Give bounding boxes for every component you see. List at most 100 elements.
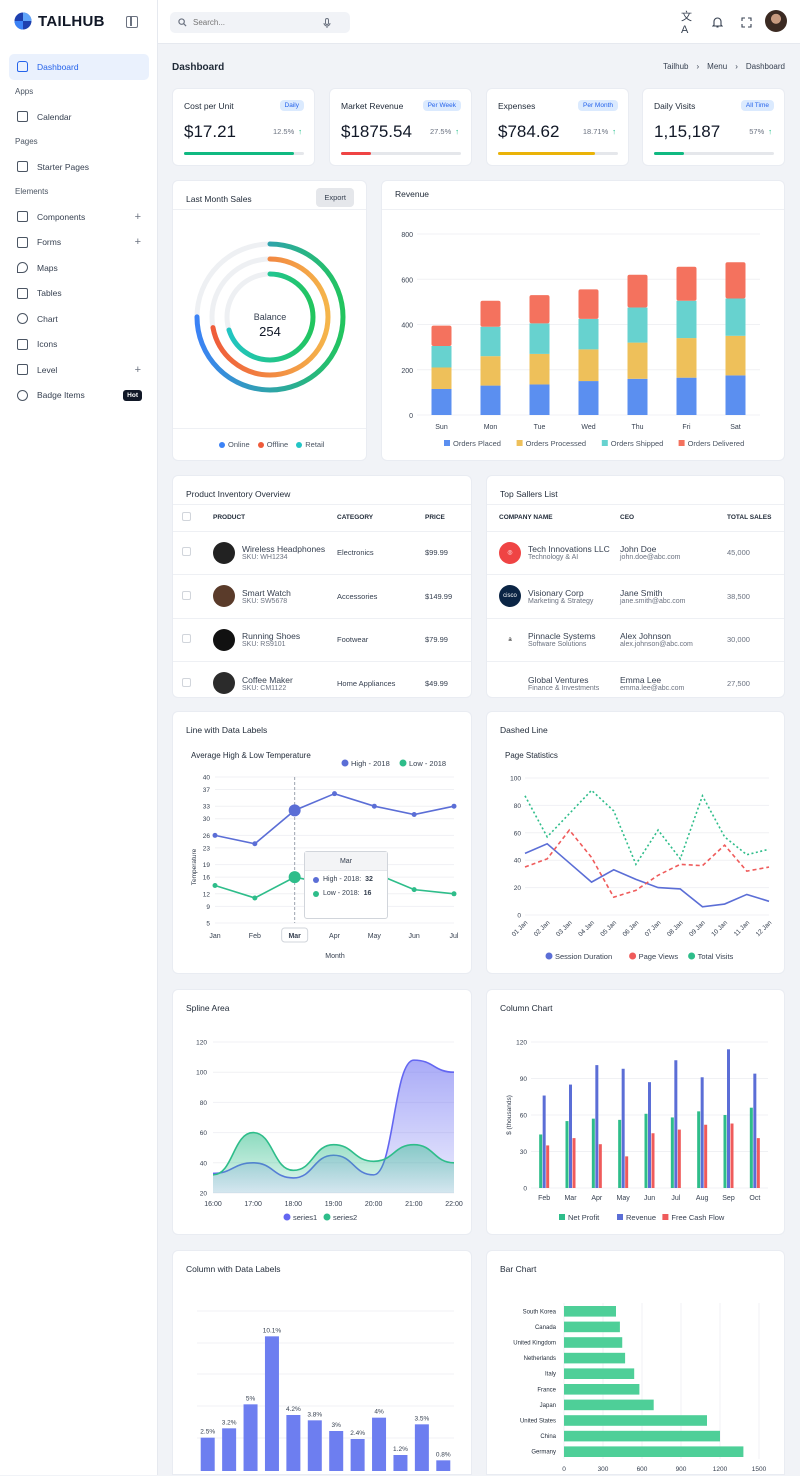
select-all-checkbox[interactable] <box>182 511 191 521</box>
period-badge: Daily <box>279 100 304 111</box>
sidebar-toggle-icon[interactable] <box>126 16 138 28</box>
user-avatar[interactable] <box>765 10 787 32</box>
search-box[interactable] <box>170 12 350 33</box>
y-tick-label: 60 <box>200 1130 208 1137</box>
x-tick-label: Jul <box>450 933 459 940</box>
bar-segment <box>676 300 697 339</box>
data-label: 2.5% <box>200 1429 215 1436</box>
table-header: PRODUCT CATEGORY PRICE <box>173 504 471 532</box>
table-row[interactable]: Wireless Headphones SKU: WH1234 Electroni… <box>173 531 471 575</box>
column-bar <box>414 1424 429 1471</box>
sidebar-nav: Dashboard Apps Calendar Pages Starter Pa… <box>9 54 149 408</box>
fullscreen-icon[interactable] <box>739 15 753 29</box>
bell-icon[interactable] <box>710 15 724 29</box>
sidebar-item-icons[interactable]: Icons <box>9 332 149 358</box>
sidebar-item-label: Badge Items <box>37 390 85 401</box>
translate-icon[interactable]: 文A <box>681 11 692 36</box>
card-title: Spline Area <box>186 1003 230 1013</box>
x-tick-label: Jan <box>209 933 220 940</box>
sidebar-item-calendar[interactable]: Calendar <box>9 104 149 130</box>
sidebar-item-chart[interactable]: Chart <box>9 306 149 332</box>
row-checkbox[interactable] <box>182 547 191 557</box>
stat-value: $1875.54 <box>341 122 412 141</box>
table-row[interactable]: cisco Visionary Corp Marketing & Strategy … <box>487 574 784 619</box>
sidebar-item-maps[interactable]: Maps <box>9 255 149 281</box>
company-logo <box>499 672 521 695</box>
microphone-icon[interactable] <box>323 17 331 28</box>
breadcrumb-item[interactable]: Menu <box>707 62 728 71</box>
table-row[interactable]: Coffee Maker SKU: CM1122 Home Appliances … <box>173 661 471 697</box>
total-sales: 45,000 <box>727 531 784 575</box>
x-tick-label: 0 <box>562 1466 566 1473</box>
sidebar-item-label: Tables <box>37 288 62 299</box>
x-tick-label: 09 Jan <box>688 919 707 938</box>
plus-icon: + <box>134 210 141 223</box>
product-category: Footwear <box>337 618 425 662</box>
product-name: Running Shoes <box>242 631 301 642</box>
ring-center-label: Balance <box>254 312 287 322</box>
product-image <box>213 541 235 564</box>
legend-item[interactable]: Retail <box>296 440 324 449</box>
y-tick-label: France <box>537 1387 556 1393</box>
legend-dot <box>688 952 696 960</box>
legend-item[interactable]: Online <box>219 440 250 449</box>
row-checkbox[interactable] <box>182 677 191 687</box>
y-tick-label: 80 <box>514 803 522 810</box>
sidebar-item-badge-items[interactable]: Badge Items Hot <box>9 383 149 409</box>
bar-segment <box>529 353 550 385</box>
column-bar <box>625 1156 629 1188</box>
table-row[interactable]: Smart Watch SKU: SW5678 Accessories $149.… <box>173 574 471 619</box>
y-tick-label: China <box>540 1434 556 1440</box>
column-bar <box>329 1431 344 1471</box>
sidebar-item-label: Maps <box>37 262 58 273</box>
inventory-card: Product Inventory Overview PRODUCT CATEG… <box>172 475 472 698</box>
crosshair-label-box <box>281 927 309 943</box>
row-checkbox[interactable] <box>182 634 191 644</box>
bar <box>564 1415 707 1426</box>
product-image <box>213 672 235 695</box>
stat-change: 27.5% ↑ <box>430 127 459 136</box>
product-price: $99.99 <box>425 531 471 575</box>
sidebar-item-forms[interactable]: Forms + <box>9 230 149 256</box>
x-tick-label: 19:00 <box>325 1201 343 1208</box>
company-sector: Marketing & Strategy <box>528 597 594 605</box>
sidebar-item-level[interactable]: Level + <box>9 357 149 383</box>
y-tick-label: 200 <box>401 368 413 375</box>
arrow-up-icon: ↑ <box>768 127 772 136</box>
data-label: 3.5% <box>414 1415 429 1422</box>
sidebar-item-components[interactable]: Components + <box>9 204 149 230</box>
grid-icon <box>17 211 28 223</box>
pie-chart-icon <box>17 313 28 325</box>
column-header: COMPANY NAME <box>487 504 620 532</box>
data-point <box>288 871 301 884</box>
bar-segment <box>431 367 452 389</box>
row-checkbox[interactable] <box>182 590 191 600</box>
data-label: 3.2% <box>222 1419 237 1426</box>
legend-item[interactable]: Offline <box>257 440 288 449</box>
series-line <box>524 842 770 908</box>
bar-segment <box>480 326 501 357</box>
ceo-name: Emma Lee <box>620 674 662 685</box>
bar-segment <box>480 300 501 327</box>
sidebar-item-starter-pages[interactable]: Starter Pages <box>9 154 149 180</box>
table-row[interactable]: Global Ventures Finance & Investments Emm… <box>487 661 784 697</box>
topbar: 文A <box>158 0 800 44</box>
ceo-email: john.doe@abc.com <box>620 554 681 562</box>
calendar-icon <box>17 111 28 123</box>
breadcrumb-item[interactable]: Tailhub <box>663 62 689 71</box>
sidebar-item-tables[interactable]: Tables <box>9 281 149 307</box>
sidebar-item-dashboard[interactable]: Dashboard <box>9 54 149 80</box>
legend-swatch <box>601 440 608 446</box>
y-tick-label: 20 <box>200 1191 208 1198</box>
search-input[interactable] <box>193 18 323 27</box>
table-row[interactable]: Running Shoes SKU: RS9101 Footwear $79.99 <box>173 618 471 662</box>
table-row[interactable]: ◎ Tech Innovations LLC Technology & AI Joh… <box>487 531 784 575</box>
data-point <box>451 891 457 897</box>
card-title: Column with Data Labels <box>186 1264 281 1274</box>
table-row[interactable]: a Pinnacle Systems Software Solutions Alex… <box>487 618 784 662</box>
column-bar <box>670 1117 674 1188</box>
export-button[interactable]: Export <box>316 188 354 207</box>
app-logo[interactable]: TAILHUB <box>14 12 105 30</box>
bar-segment <box>529 384 550 415</box>
y-tick-label: 60 <box>520 1113 528 1120</box>
